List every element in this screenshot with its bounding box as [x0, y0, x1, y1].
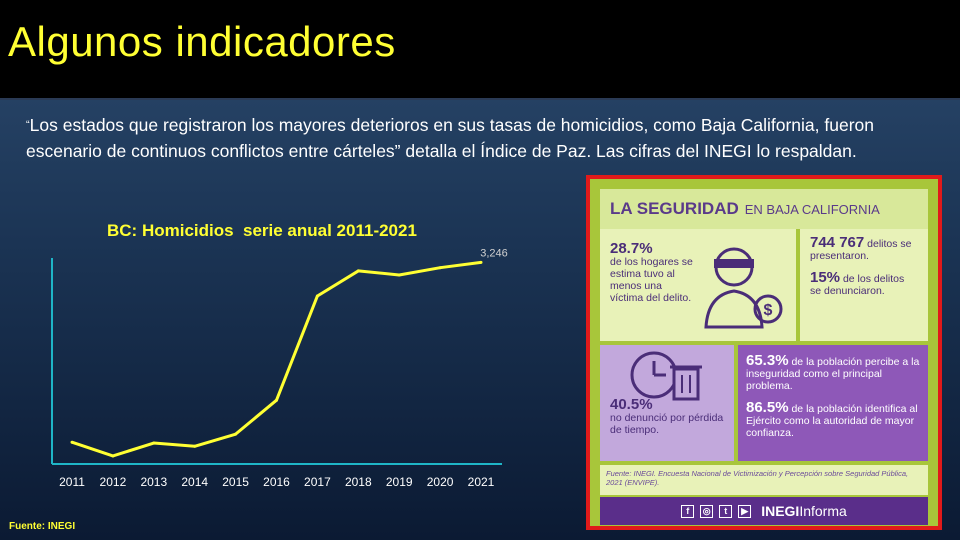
data-point-2015 [234, 432, 238, 436]
x-tick-label-2016: 2016 [263, 475, 290, 489]
stat-ejercito-desc: de la población identifica al Ejército c… [746, 403, 918, 439]
stat-hogares-text: 28.7% de los hogares se estima tuvo al m… [610, 240, 698, 304]
infographic-heading: LA SEGURIDAD EN BAJA CALIFORNIA [600, 189, 928, 229]
data-point-2017 [315, 294, 319, 298]
x-tick-label-2013: 2013 [140, 475, 167, 489]
svg-text:$: $ [764, 302, 773, 319]
quote-text: “Los estados que registraron los mayores… [26, 112, 946, 164]
stat-hogares: 28.7% de los hogares se estima tuvo al m… [600, 229, 796, 341]
x-tick-label-2014: 2014 [181, 475, 208, 489]
clock-trash-icon [630, 351, 702, 401]
data-point-2014 [193, 444, 197, 448]
data-point-2012 [111, 454, 115, 458]
youtube-icon[interactable]: ▶ [738, 504, 752, 518]
infographic-heading-sub: EN BAJA CALIFORNIA [744, 201, 880, 217]
stat-no-denuncio: 40.5% no denunció por pérdida de tiempo. [600, 345, 734, 461]
brand-bold: INEGI [761, 503, 800, 519]
instagram-icon[interactable]: ◎ [700, 504, 714, 518]
x-tick-label-2015: 2015 [222, 475, 249, 489]
stat-denuncia-value: 15% [810, 269, 841, 286]
x-tick-label-2020: 2020 [427, 475, 454, 489]
stat-inseguridad-desc: de la población percibe a la inseguridad… [746, 356, 920, 392]
stat-delitos: 744 767 delitos se presentaron. 15% de l… [800, 229, 928, 341]
x-tick-label-2011: 2011 [59, 475, 85, 489]
x-tick-label-2019: 2019 [386, 475, 413, 489]
quote-mark: “ [26, 119, 30, 131]
x-tick-label-2018: 2018 [345, 475, 372, 489]
brand-light: Informa [799, 503, 847, 519]
infographic-brand-bar: f ◎ t ▶ INEGIInforma [600, 497, 928, 525]
source-note: Fuente: INEGI [9, 521, 76, 532]
data-point-2020 [438, 266, 442, 270]
homicides-series-line [71, 260, 482, 458]
inegi-informa-logo: INEGIInforma [761, 503, 847, 519]
stat-denuncia-desc: de los delitos se denunciaron. [810, 273, 905, 297]
homicides-line-chart: 2011 2012 2013 2014 2015 2016 2017 2018 2019 2020… [51, 247, 508, 489]
quote-body: Los estados que registraron los mayores … [26, 115, 874, 161]
stat-percepcion-text: 65.3% de la población percibe a la inseg… [746, 352, 922, 449]
stat-no-denuncio-desc: no denunció por pérdida de tiempo. [610, 412, 724, 436]
infographic-heading-main: LA SEGURIDAD [610, 199, 739, 218]
x-tick-label-2017: 2017 [304, 475, 331, 489]
data-point-2011 [70, 440, 74, 444]
data-point-2019 [397, 273, 401, 277]
stat-delitos-text: 744 767 delitos se presentaron. [810, 234, 918, 262]
stat-no-denuncio-text: 40.5% no denunció por pérdida de tiempo. [610, 396, 728, 436]
data-point-2021 [479, 260, 483, 264]
stat-delitos-value: 744 767 [810, 234, 865, 251]
data-point-2018 [356, 269, 360, 273]
infographic-footnote: Fuente: INEGI. Encuesta Nacional de Vict… [600, 465, 928, 495]
stat-ejercito-value: 86.5% [746, 399, 789, 416]
x-tick-label-2021: 2021 [468, 475, 495, 489]
stat-delitos-desc: delitos se presentaron. [810, 238, 912, 262]
title-bar: Algunos indicadores [0, 0, 960, 100]
x-tick-label-2012: 2012 [100, 475, 127, 489]
facebook-icon[interactable]: f [681, 504, 695, 518]
data-label-2021: 3,246 [480, 247, 508, 259]
thief-icon: $ [704, 247, 783, 329]
stat-percepcion: 65.3% de la población percibe a la inseg… [738, 345, 928, 461]
stat-hogares-value: 28.7% [610, 240, 653, 257]
data-point-2016 [275, 398, 278, 402]
infographic-seguridad: LA SEGURIDAD EN BAJA CALIFORNIA 28.7% de… [586, 175, 942, 530]
slide-title: Algunos indicadores [8, 18, 396, 65]
chart-title: BC: Homicidios serie anual 2011-2021 [107, 221, 417, 240]
data-point-2013 [152, 441, 156, 445]
stat-denuncia-text: 15% de los delitos se denunciaron. [810, 269, 918, 297]
stat-hogares-desc: de los hogares se estima tuvo al menos u… [610, 256, 693, 304]
stat-inseguridad-value: 65.3% [746, 352, 789, 369]
twitter-icon[interactable]: t [719, 504, 733, 518]
stat-no-denuncio-value: 40.5% [610, 396, 653, 413]
